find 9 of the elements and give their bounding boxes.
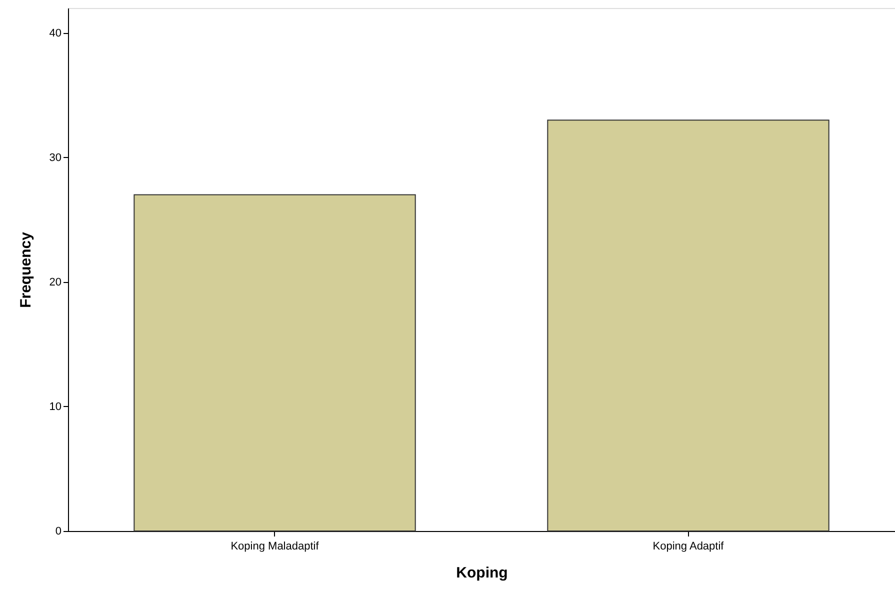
y-tick-label: 20	[49, 276, 62, 288]
y-tick-label: 30	[49, 152, 62, 164]
x-tick-label: Koping Maladaptif	[230, 540, 320, 552]
y-tick-label: 40	[49, 27, 62, 40]
y-tick-label: 10	[49, 400, 62, 413]
x-axis-title: Koping	[456, 564, 508, 582]
y-tick-label: 0	[55, 526, 62, 538]
y-axis-title: Frequency	[17, 231, 34, 308]
x-tick-label: Koping Adaptif	[652, 540, 725, 552]
